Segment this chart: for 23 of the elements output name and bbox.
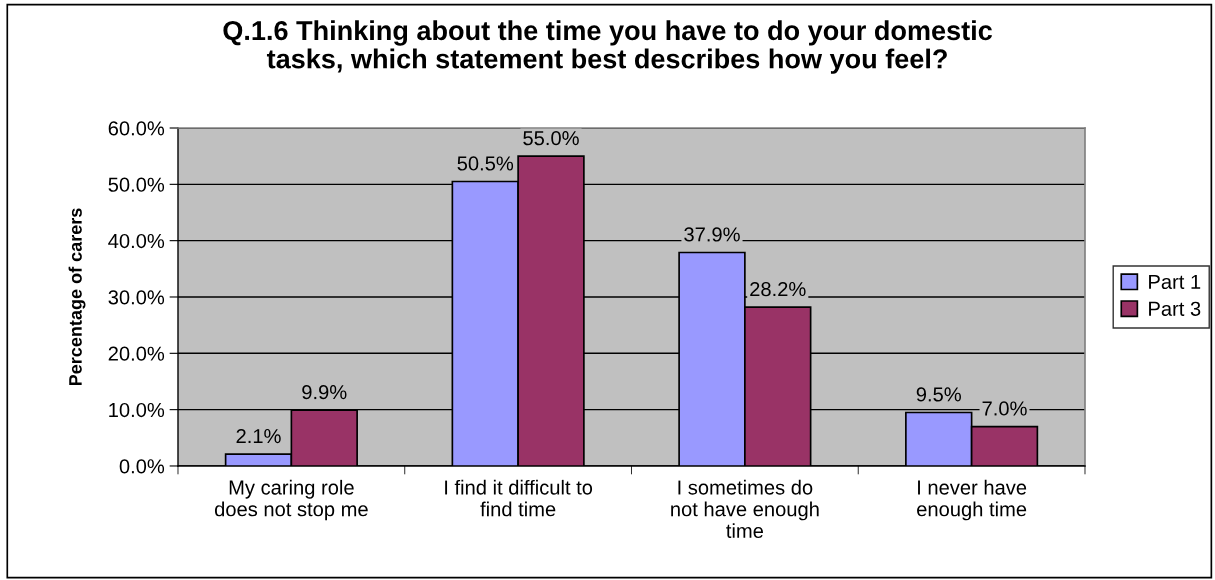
y-axis-title: Percentage of carers [68,208,86,386]
data-label: 28.2% [750,281,806,297]
y-tick-label: 30.0% [108,290,165,305]
x-tick-label: I find it difficult to find time [445,479,593,517]
data-label: 55.0% [523,130,579,146]
y-tick-label: 60.0% [108,121,165,136]
legend-label: Part 1 [1149,274,1201,289]
data-label: 50.5% [457,156,514,171]
y-tick-label: 20.0% [108,346,165,361]
x-tick-label: I sometimes do not have enough time [671,479,819,539]
data-label: 9.5% [916,387,961,402]
y-tick-label: 0.0% [119,459,165,474]
chart-title: Q.1.6 Thinking about the time you have to do your domestic tasks, which statement best describes how you feel? [223,20,992,74]
data-label: 9.9% [302,385,347,400]
y-tick-label: 10.0% [109,402,165,418]
data-label: 7.0% [982,401,1027,416]
x-tick-label: My caring role does not stop me [214,479,368,521]
data-label: 2.1% [236,428,281,444]
y-tick-label: 50.0% [108,177,165,192]
legend-label: Part 3 [1149,301,1201,316]
y-tick-label: 40.0% [108,233,165,249]
data-label: 37.9% [684,227,740,242]
x-tick-label: I never have enough time [917,479,1027,521]
